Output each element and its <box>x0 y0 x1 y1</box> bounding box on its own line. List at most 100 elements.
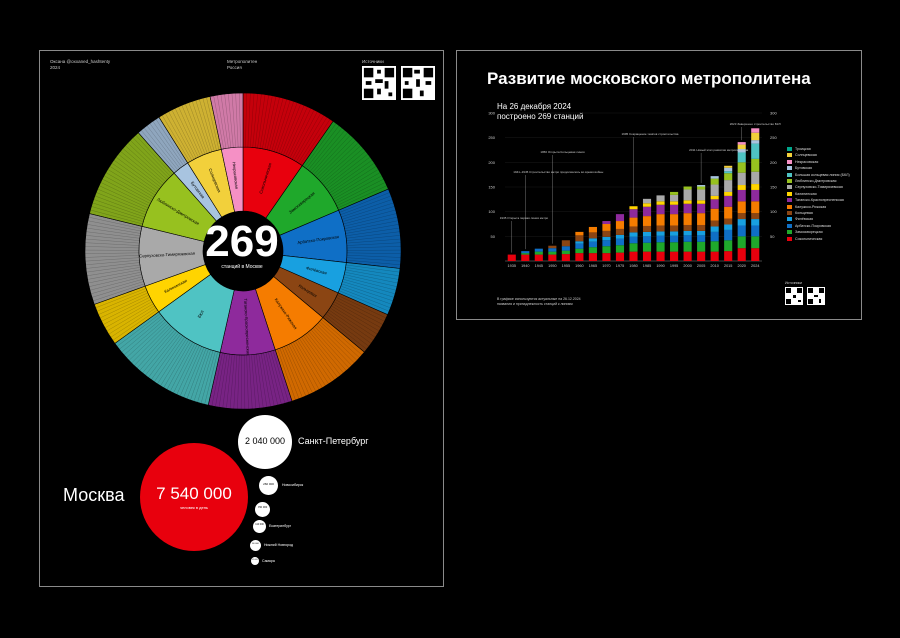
bar-segment <box>629 251 638 261</box>
bar-segment <box>656 195 665 202</box>
station-divider <box>326 156 371 190</box>
station-divider <box>85 242 140 246</box>
station-divider <box>140 130 177 172</box>
station-divider <box>308 127 343 171</box>
station-divider <box>132 137 171 177</box>
station-divider <box>331 305 378 335</box>
bar-segment <box>548 254 557 261</box>
bubble-nsk-value: 260 000 <box>263 482 274 486</box>
bar-segment <box>670 251 679 261</box>
bar-segment <box>710 231 719 242</box>
bar-segment <box>751 158 760 172</box>
chart-note-line1: В графике используются актуальные на 26.… <box>497 297 581 301</box>
legend-swatch <box>787 153 792 158</box>
qr-code-icon[interactable] <box>401 66 435 100</box>
y-tick-label-right: 100 <box>770 209 777 214</box>
bar-segment <box>710 220 719 227</box>
station-divider <box>290 343 316 392</box>
bubble-spb <box>238 415 292 469</box>
x-tick-label: 1940 <box>521 264 529 268</box>
legend-item: Филёвская <box>787 217 813 222</box>
station-divider <box>116 313 161 347</box>
station-divider <box>276 101 294 153</box>
chart-note-line2: названия и принадлежность станций к лини… <box>497 302 573 306</box>
station-divider <box>155 119 186 165</box>
line-label: Филёвская <box>306 265 328 275</box>
bar-segment <box>751 213 760 220</box>
bar-segment <box>642 231 652 237</box>
station-divider <box>342 202 394 220</box>
station-divider <box>318 142 359 180</box>
y-tick-label: 100 <box>488 209 495 214</box>
station-divider <box>125 145 166 182</box>
bar-segment <box>656 242 665 252</box>
station-divider <box>331 169 379 198</box>
chart-annotation: 2023 Завершено строительство БКЛ <box>730 122 781 126</box>
bar-segment <box>710 195 719 200</box>
bar-segment <box>737 172 746 186</box>
poster-metro-development: Развитие московского метрополитена На 26… <box>456 50 862 320</box>
station-divider <box>297 339 326 386</box>
station-divider <box>303 335 335 380</box>
station-divider <box>107 169 155 198</box>
bar-segment <box>724 173 733 181</box>
station-divider <box>85 255 140 258</box>
station-divider <box>108 305 155 335</box>
station-divider <box>233 354 238 409</box>
bar-segment <box>548 251 557 255</box>
bar-segment <box>697 213 706 225</box>
station-divider <box>239 93 241 148</box>
station-divider <box>343 213 397 227</box>
bar-segment <box>575 243 584 249</box>
station-divider <box>320 145 361 182</box>
x-tick-label: 1935 <box>508 264 516 268</box>
bar-segment <box>697 230 706 236</box>
bar-segment <box>642 203 652 207</box>
bar-segment <box>656 201 665 205</box>
station-divider <box>143 127 178 171</box>
station-divider <box>324 315 367 350</box>
bar-segment <box>724 165 733 168</box>
station-divider <box>313 134 351 175</box>
legend-label: Некрасовская <box>795 159 819 164</box>
station-divider <box>106 303 154 332</box>
station-divider <box>154 336 185 382</box>
qr-code-icon[interactable] <box>362 66 396 100</box>
station-divider <box>336 182 386 206</box>
bar-segment <box>588 241 597 248</box>
legend-item: Таганско-Краснопресненская <box>787 198 844 203</box>
bar-segment <box>602 224 611 231</box>
bar-segment <box>724 191 733 196</box>
station-divider <box>90 209 143 225</box>
sources-label: Источники <box>785 281 802 285</box>
station-divider <box>304 123 337 168</box>
bar-segment <box>615 238 625 246</box>
bar-segment <box>683 189 692 201</box>
station-divider <box>217 95 227 149</box>
bar-segment <box>561 240 570 247</box>
legend-label: Арбатско-Покровская <box>795 223 831 228</box>
bar-segment <box>602 253 611 261</box>
bar-segment <box>710 178 719 185</box>
bar-segment <box>656 204 665 215</box>
station-divider <box>339 290 390 312</box>
station-divider <box>315 137 354 177</box>
legend-swatch <box>787 185 792 190</box>
station-divider <box>327 159 373 192</box>
station-divider <box>94 195 146 215</box>
station-divider <box>175 108 199 158</box>
bar-segment <box>751 140 760 144</box>
bar-segment <box>683 241 692 252</box>
station-divider <box>224 94 232 148</box>
bubble-samara-city: Самара <box>262 559 275 563</box>
qr-code-icon[interactable] <box>807 287 825 305</box>
qr-code-icon[interactable] <box>785 287 803 305</box>
bar-segment <box>683 230 692 236</box>
station-divider <box>342 281 395 298</box>
bar-segment <box>629 206 638 210</box>
station-divider <box>211 352 223 406</box>
bar-segment <box>737 248 746 261</box>
station-divider <box>270 351 286 404</box>
station-divider <box>190 349 209 401</box>
legend-swatch <box>787 147 792 151</box>
